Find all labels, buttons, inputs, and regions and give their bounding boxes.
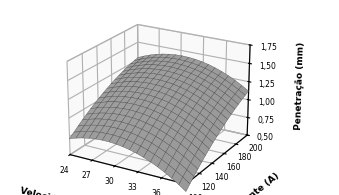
Y-axis label: Corrente (A): Corrente (A) xyxy=(226,171,281,195)
X-axis label: Velocidade de soldagem (cm/min.): Velocidade de soldagem (cm/min.) xyxy=(19,187,191,195)
